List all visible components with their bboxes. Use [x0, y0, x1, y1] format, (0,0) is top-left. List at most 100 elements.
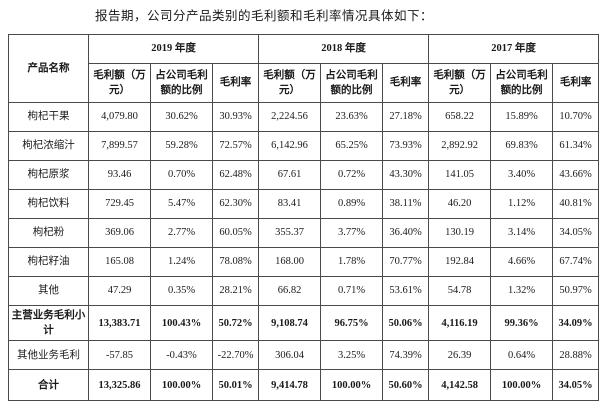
value-cell: 59.28%: [150, 130, 213, 161]
value-cell: 1.24%: [150, 246, 213, 277]
product-cell: 枸杞籽油: [8, 246, 89, 277]
intro-text: 报告期，公司分产品类别的毛利额和毛利率情况具体如下：: [95, 9, 434, 23]
value-cell: 355.37: [258, 217, 322, 248]
value-cell: 69.83%: [490, 130, 554, 161]
sub-header-share: 占公司毛利额的比例: [490, 62, 554, 103]
sub-header-share: 占公司毛利额的比例: [150, 62, 213, 103]
value-cell: 4,142.58: [428, 369, 492, 402]
product-cell: 其他业务毛利: [8, 340, 89, 371]
value-cell: 5.47%: [150, 188, 213, 219]
sub-header-amount: 毛利额（万元）: [258, 62, 322, 103]
value-cell: 78.08%: [211, 246, 260, 277]
value-cell: 3.25%: [320, 340, 384, 371]
value-cell: 46.20: [428, 188, 492, 219]
value-cell: 70.77%: [382, 246, 430, 277]
table-row: 合计 13,325.86 100.00% 50.01% 9,414.78 100.00% 5…: [8, 369, 600, 402]
value-cell: 130.19: [428, 217, 492, 248]
value-cell: 165.08: [88, 246, 151, 277]
value-cell: 0.70%: [150, 159, 213, 190]
value-cell: 61.34%: [552, 130, 600, 161]
value-cell: 30.62%: [150, 101, 213, 132]
product-cell: 枸杞浓缩汁: [8, 130, 89, 161]
value-cell: 0.72%: [320, 159, 384, 190]
value-cell: 2,224.56: [258, 101, 322, 132]
value-cell: 38.11%: [382, 188, 430, 219]
value-cell: 6,142.96: [258, 130, 322, 161]
value-cell: 9,414.78: [258, 369, 322, 402]
value-cell: 73.93%: [382, 130, 430, 161]
value-cell: 36.40%: [382, 217, 430, 248]
value-cell: 0.64%: [490, 340, 554, 371]
value-cell: 28.21%: [211, 275, 260, 306]
value-cell: 2.77%: [150, 217, 213, 248]
value-cell: 50.60%: [382, 369, 430, 402]
value-cell: 50.01%: [211, 369, 260, 402]
value-cell: 0.89%: [320, 188, 384, 219]
value-cell: 50.72%: [211, 304, 260, 342]
value-cell: 93.46: [88, 159, 151, 190]
value-cell: 2,892.92: [428, 130, 492, 161]
value-cell: 658.22: [428, 101, 492, 132]
product-cell: 合计: [8, 369, 89, 402]
value-cell: 67.74%: [552, 246, 600, 277]
value-cell: 1.32%: [490, 275, 554, 306]
value-cell: 53.61%: [382, 275, 430, 306]
table-row: 枸杞粉 369.06 2.77% 60.05% 355.37 3.77% 36.40% 130…: [8, 217, 600, 248]
value-cell: 4,116.19: [428, 304, 492, 342]
sub-header-margin: 毛利率: [552, 62, 600, 103]
value-cell: 28.88%: [552, 340, 600, 371]
value-cell: 34.05%: [552, 217, 600, 248]
value-cell: -22.70%: [211, 340, 260, 371]
value-cell: 67.61: [258, 159, 322, 190]
value-cell: 60.05%: [211, 217, 260, 248]
sub-header-share: 占公司毛利额的比例: [320, 62, 384, 103]
value-cell: 30.93%: [211, 101, 260, 132]
value-cell: 15.89%: [490, 101, 554, 132]
value-cell: 13,383.71: [88, 304, 151, 342]
value-cell: 50.06%: [382, 304, 430, 342]
value-cell: 100.00%: [320, 369, 384, 402]
value-cell: 1.12%: [490, 188, 554, 219]
value-cell: 4,079.80: [88, 101, 151, 132]
sub-header-row: 毛利额（万元） 占公司毛利额的比例 毛利率 毛利额（万元） 占公司毛利额的比例 毛利率 毛利…: [9, 62, 600, 103]
value-cell: 50.97%: [552, 275, 600, 306]
product-cell: 枸杞原浆: [8, 159, 89, 190]
value-cell: 729.45: [88, 188, 151, 219]
value-cell: 62.30%: [211, 188, 260, 219]
year-header-row: 产品名称 2019 年度 2018 年度 2017 年度: [8, 33, 600, 103]
value-cell: 0.35%: [150, 275, 213, 306]
value-cell: 34.05%: [552, 369, 600, 402]
value-cell: 100.43%: [150, 304, 213, 342]
table-row: 枸杞饮料 729.45 5.47% 62.30% 83.41 0.89% 38.11% 46.…: [8, 188, 600, 219]
value-cell: 100.00%: [150, 369, 213, 402]
value-cell: 43.30%: [382, 159, 430, 190]
table-row: 枸杞干果 4,079.80 30.62% 30.93% 2,224.56 23.63% 27…: [8, 101, 600, 132]
value-cell: 3.77%: [320, 217, 384, 248]
value-cell: 7,899.57: [88, 130, 151, 161]
value-cell: 40.81%: [552, 188, 600, 219]
year-header-2018: 2018 年度: [258, 33, 430, 64]
value-cell: 4.66%: [490, 246, 554, 277]
value-cell: 83.41: [258, 188, 322, 219]
product-cell: 枸杞干果: [8, 101, 89, 132]
value-cell: 34.09%: [552, 304, 600, 342]
value-cell: 0.71%: [320, 275, 384, 306]
product-cell: 主营业务毛利小计: [8, 304, 89, 342]
value-cell: 74.39%: [382, 340, 430, 371]
value-cell: 141.05: [428, 159, 492, 190]
value-cell: 47.29: [88, 275, 151, 306]
value-cell: 3.14%: [490, 217, 554, 248]
value-cell: 3.40%: [490, 159, 554, 190]
value-cell: -57.85: [88, 340, 151, 371]
value-cell: 192.84: [428, 246, 492, 277]
product-cell: 枸杞粉: [8, 217, 89, 248]
value-cell: 99.36%: [490, 304, 554, 342]
value-cell: 1.78%: [320, 246, 384, 277]
sub-header-amount: 毛利额（万元）: [428, 62, 492, 103]
value-cell: 9,108.74: [258, 304, 322, 342]
sub-header-amount: 毛利额（万元）: [88, 62, 151, 103]
table-row: 枸杞原浆 93.46 0.70% 62.48% 67.61 0.72% 43.30% 141.…: [8, 159, 600, 190]
value-cell: 23.63%: [320, 101, 384, 132]
year-header-2019: 2019 年度: [87, 33, 260, 64]
